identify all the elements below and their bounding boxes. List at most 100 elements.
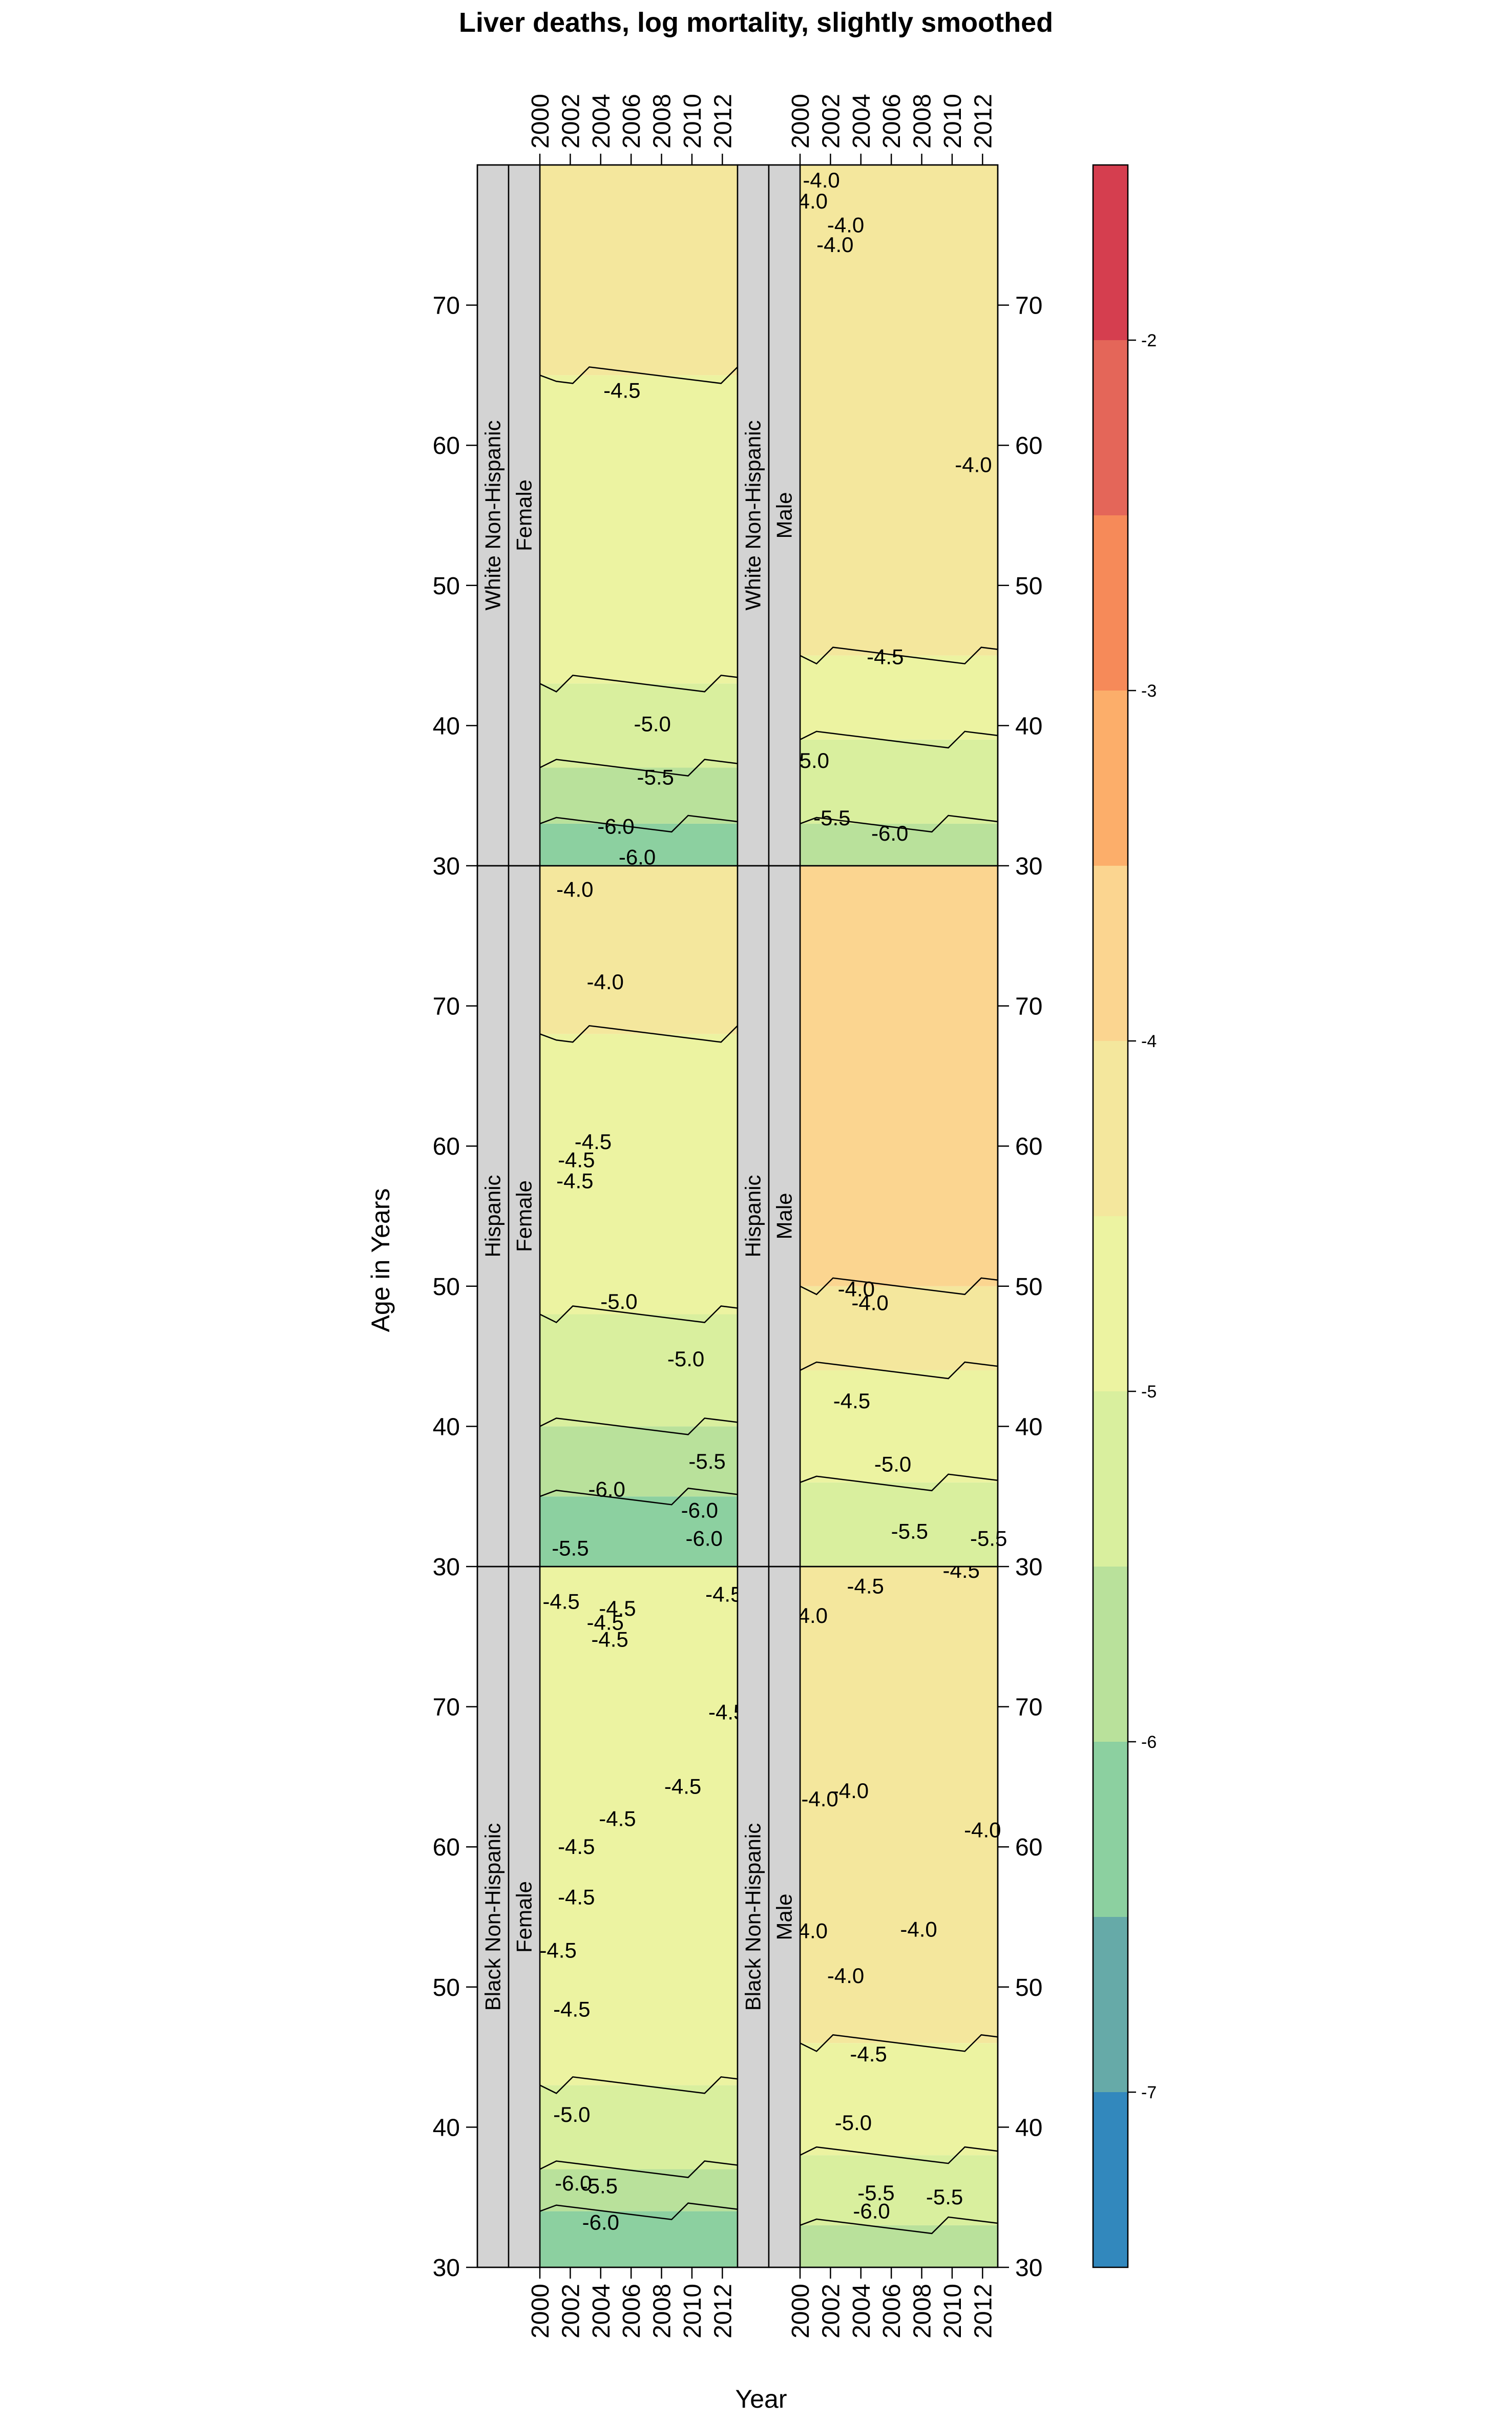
y-tick-label-left: 40 [433,2114,460,2141]
strip-sex-bg [768,865,801,1568]
strip-group-label: White Non-Hispanic [481,420,505,610]
colorbar: -7 -6 -5 -4 -3 -2 [1092,164,1157,2268]
strip-group-label: White Non-Hispanic [741,420,765,610]
level-band [540,866,738,1034]
contour-label: -6.0 [685,1526,722,1550]
x-tick-label-bottom: 2002 [557,2284,584,2339]
level-band [800,739,998,824]
y-tick-label-left: 70 [433,1694,460,1721]
level-band [800,1567,998,2043]
contour-label: -4.5 [603,378,640,402]
level-band [800,165,998,656]
contour-label: -4.5 [705,1582,742,1607]
chart-title: Liver deaths, log mortality, slightly sm… [459,7,1053,38]
contour-line [800,2216,998,2235]
contour-line [539,1025,738,1043]
x-axis-label: Year [735,2385,787,2413]
y-tick-label-right: 30 [1015,853,1042,880]
strip-group-label: Hispanic [741,1175,765,1257]
strip-group-label: Hispanic [481,1175,505,1257]
contour-line [800,1277,998,1296]
y-tick-label-right: 30 [1015,1554,1042,1581]
contour-label: -5.0 [835,2111,872,2135]
contour-label: -5.5 [581,2174,618,2198]
level-band [800,1370,998,1483]
contour-label: -6.0 [853,2199,890,2223]
level-band [800,1482,998,1567]
contour-label: -5.0 [634,712,671,736]
panel-black-non-hispanic-male: -6.0-5.5 -5.5-5.0-4.5-4.0-4.0 -4.0-4.0-4.0… [737,1558,1001,2268]
level-band [540,2211,738,2267]
x-tick-label-bottom: 2006 [618,2284,645,2339]
level-band [540,767,738,824]
level-band [540,1314,738,1427]
panel-hispanic-male: -5.5 -5.5 -5.0 -4.5 -4.0-4.0 Hispanic Male [737,865,1007,1568]
x-tick-label-bottom: 2012 [970,2284,997,2339]
x-tick-label-bottom: 2006 [878,2284,906,2339]
colorbar-segment [1093,165,1128,340]
colorbar-frame [1092,164,1129,2268]
contour-label: -4.0 [851,1291,888,1315]
colorbar-segment [1093,515,1128,691]
x-tick-label-top: 2010 [679,94,706,149]
contour-label: -4.0 [586,970,623,994]
contour-label: -4.0 [827,1964,864,1988]
x-tick-label-top: 2006 [618,94,645,149]
y-tick-label-left: 50 [433,1974,460,2001]
colorbar-tick-label: -4 [1141,1032,1157,1051]
contour-label: -4.5 [542,1589,579,1613]
colorbar-segment [1093,866,1128,1041]
contour-label: -5.5 [926,2185,963,2209]
contour-label: -6.0 [582,2210,619,2234]
contour-line [800,646,998,665]
y-tick-label-left: 30 [433,1554,460,1581]
level-band [540,1567,738,2085]
contour-label: -4.0 [838,1277,875,1301]
colorbar-tick-label: -3 [1141,681,1157,701]
contour-label: -4.0 [556,878,593,902]
y-tick-label-right: 50 [1015,1274,1042,1301]
contour-label: -4.5 [591,1627,628,1651]
level-band [800,2043,998,2156]
colorbar-segment [1093,1216,1128,1391]
colorbar-segment [1093,1742,1128,1917]
level-band [540,823,738,866]
strip-sex-label: Male [772,1193,796,1239]
y-tick-label-left: 30 [433,2255,460,2282]
x-tick-label-bottom: 2008 [649,2284,676,2339]
contour-line [539,2160,738,2178]
axes-layer: 30 30 40 40 50 50 60 60 70 70 30 30 40 40 50 50 60 60 70 70… [433,94,1043,2339]
contour-label: -4.5 [867,644,904,669]
colorbar-segment [1093,691,1128,866]
y-tick-label-right: 70 [1015,993,1042,1020]
level-band [540,1496,738,1567]
contour-label: -5.5 [891,1519,928,1543]
contour-label: -5.0 [553,2102,590,2126]
x-tick-label-top: 2008 [649,94,676,149]
colorbar-tick-label: -2 [1141,331,1157,350]
contour-label: -4.5 [847,1574,884,1598]
level-band [800,655,998,740]
contour-label: -4.0 [803,168,839,192]
contour-label: -4.5 [599,1596,636,1620]
x-tick-label-top: 2000 [787,94,814,149]
x-tick-label-bottom: 2002 [817,2284,845,2339]
contour-label: -5.0 [600,1289,637,1313]
level-band [800,866,998,1286]
y-tick-label-right: 70 [1015,293,1042,320]
colorbar-tick-label: -5 [1141,1382,1157,1402]
strip-sex-bg [768,1566,801,2268]
y-tick-label-right: 60 [1015,432,1042,460]
contour-label: -4.0 [955,453,992,477]
colorbar-segment [1093,1917,1128,2092]
colorbar-tick-label: -7 [1141,2083,1157,2102]
strip-sex-label: Male [772,492,796,538]
contour-label: -5.0 [667,1347,704,1371]
y-tick-label-right: 60 [1015,1133,1042,1160]
y-tick-label-left: 40 [433,1413,460,1441]
colorbar-segment [1093,1391,1128,1567]
strip-group-label: Black Non-Hispanic [481,1823,505,2011]
contour-label: -4.5 [558,1834,595,1859]
